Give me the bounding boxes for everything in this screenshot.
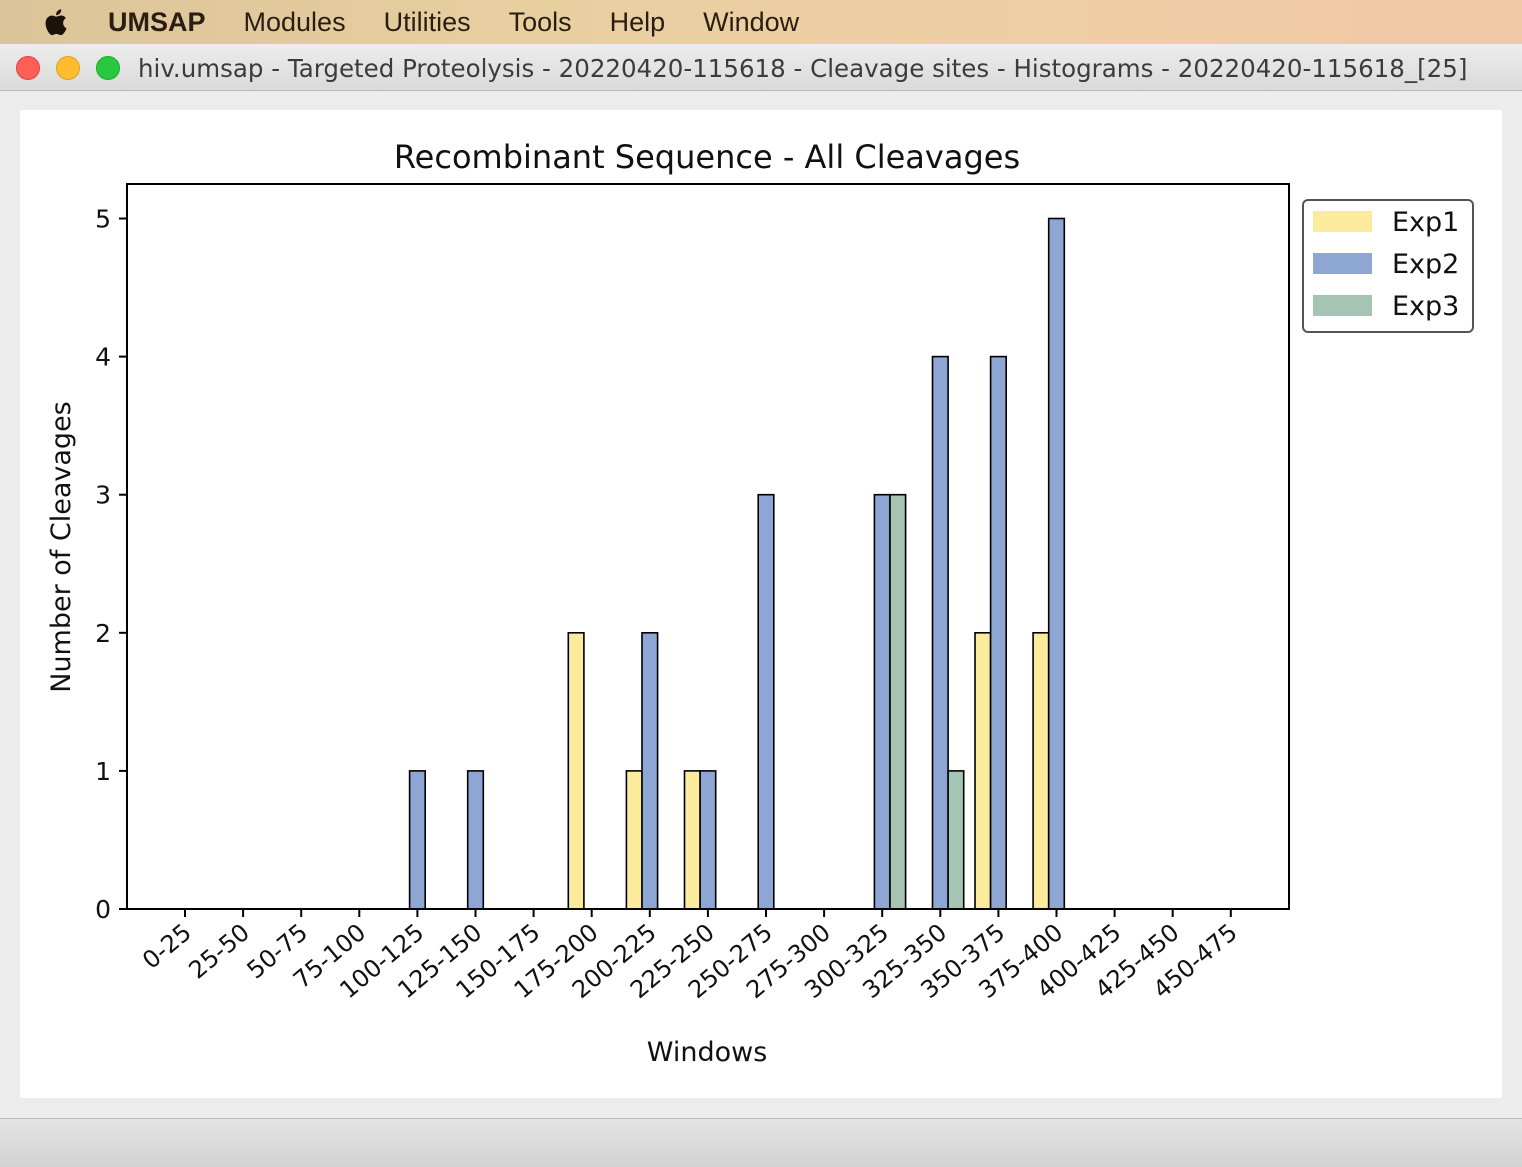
- bar-exp2-300-325: [873, 493, 891, 910]
- bar-exp1-350-375: [974, 631, 992, 910]
- window-title: hiv.umsap - Targeted Proteolysis - 20220…: [138, 54, 1468, 83]
- bar-exp2-100-125: [408, 770, 427, 910]
- bar-exp2-125-150: [466, 770, 485, 910]
- menu-tools[interactable]: Tools: [508, 7, 572, 37]
- bar-exp1-175-200: [567, 631, 585, 910]
- x-axis-label: Windows: [647, 1037, 768, 1068]
- menu-bar: UMSAP Modules Utilities Tools Help Windo…: [0, 0, 1522, 44]
- minimize-window-button[interactable]: [56, 56, 80, 80]
- y-tick-label: 4: [95, 343, 111, 372]
- bar-exp1-200-225: [625, 770, 643, 910]
- y-axis: 0 1 2 3 4 5: [95, 205, 127, 924]
- chart-legend: Exp1 Exp2 Exp3: [1302, 199, 1474, 333]
- bar-exp2-200-225: [641, 631, 659, 910]
- bar-exp2-350-375: [989, 355, 1007, 910]
- plot-canvas[interactable]: Recombinant Sequence - All Cleavages 0 1 2…: [20, 110, 1502, 1098]
- histogram-chart: Recombinant Sequence - All Cleavages 0 1 2…: [46, 138, 1474, 1068]
- menu-utilities[interactable]: Utilities: [383, 7, 471, 37]
- bar-exp2-325-350: [931, 355, 949, 910]
- legend-swatch-exp2: [1313, 253, 1372, 274]
- bar-exp2-225-250: [699, 770, 717, 910]
- x-axis: 0-2525-5050-7575-100100-125125-150150-17…: [137, 909, 1243, 1004]
- y-tick-label: 1: [95, 757, 111, 786]
- bar-exp2-250-275: [757, 493, 775, 910]
- menu-modules[interactable]: Modules: [243, 7, 346, 37]
- bar-exp3-300-325: [889, 493, 907, 910]
- y-tick-label: 0: [95, 895, 111, 924]
- window-titlebar[interactable]: hiv.umsap - Targeted Proteolysis - 20220…: [0, 46, 1522, 91]
- bar-group: [408, 217, 1066, 910]
- close-window-button[interactable]: [16, 56, 40, 80]
- menu-help[interactable]: Help: [609, 7, 666, 37]
- zoom-window-button[interactable]: [96, 56, 120, 80]
- legend-label-exp2: Exp2: [1392, 249, 1459, 280]
- legend-swatch-exp3: [1313, 295, 1372, 316]
- legend-swatch-exp1: [1313, 211, 1372, 232]
- y-tick-label: 3: [95, 481, 111, 510]
- y-tick-label: 5: [95, 205, 111, 234]
- chart-title: Recombinant Sequence - All Cleavages: [394, 138, 1020, 176]
- bar-exp2-375-400: [1047, 217, 1066, 910]
- x-tick-label: 25-50: [184, 918, 255, 984]
- apple-logo-icon[interactable]: [42, 7, 68, 37]
- status-bar: [0, 1118, 1522, 1167]
- menu-umsap[interactable]: UMSAP: [108, 7, 206, 37]
- legend-label-exp1: Exp1: [1392, 207, 1459, 238]
- y-tick-label: 2: [95, 619, 111, 648]
- bar-exp1-375-400: [1032, 631, 1050, 910]
- bar-exp3-325-350: [947, 770, 965, 910]
- legend-label-exp3: Exp3: [1392, 291, 1459, 322]
- y-axis-label: Number of Cleavages: [46, 401, 77, 693]
- menu-window[interactable]: Window: [703, 7, 800, 37]
- bar-exp1-225-250: [683, 770, 701, 910]
